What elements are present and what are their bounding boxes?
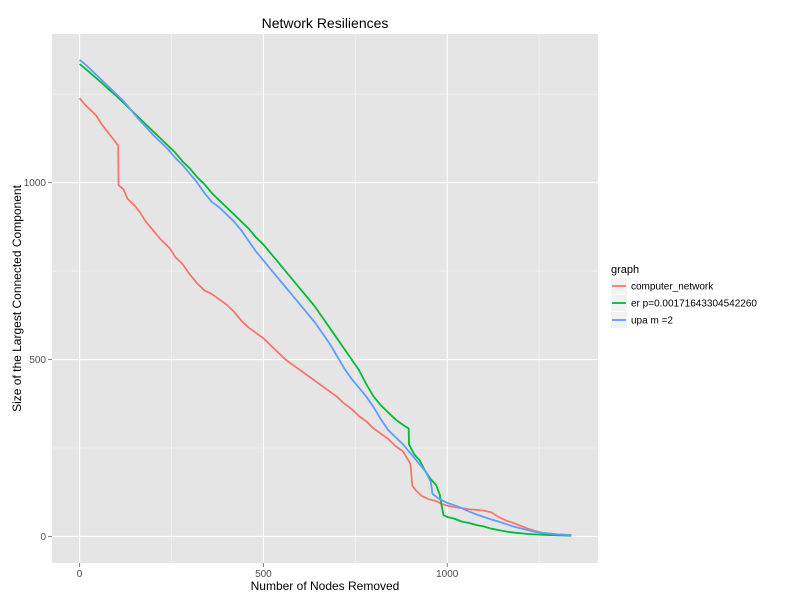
- legend-title: graph: [611, 264, 639, 276]
- grid-minor-lines: [52, 34, 598, 563]
- legend-label: computer_network: [631, 282, 714, 293]
- series-line-computer-network: [78, 97, 572, 537]
- y-tick-label: 1000: [24, 178, 47, 189]
- chart-title: Network Resiliences: [262, 15, 389, 31]
- y-axis-title: Size of the Largest Connected Component: [10, 184, 24, 411]
- y-tick-label: 0: [40, 532, 46, 543]
- grid-major-lines: [52, 34, 598, 563]
- x-tick-label: 0: [77, 569, 83, 580]
- series-line-upa-m-2: [79, 59, 572, 536]
- y-tick-label: 500: [29, 355, 46, 366]
- x-axis: 0 500 1000: [77, 563, 459, 580]
- legend-label: upa m =2: [631, 316, 673, 327]
- y-axis: 0 500 1000: [24, 178, 52, 543]
- x-axis-title: Number of Nodes Removed: [251, 579, 400, 593]
- x-tick-label: 500: [255, 569, 272, 580]
- legend-label: er p=0.00171643304542260: [631, 299, 757, 310]
- series-layer: [78, 59, 572, 537]
- x-tick-label: 1000: [436, 569, 459, 580]
- series-line-er-p-0-00171643304542260: [79, 63, 572, 537]
